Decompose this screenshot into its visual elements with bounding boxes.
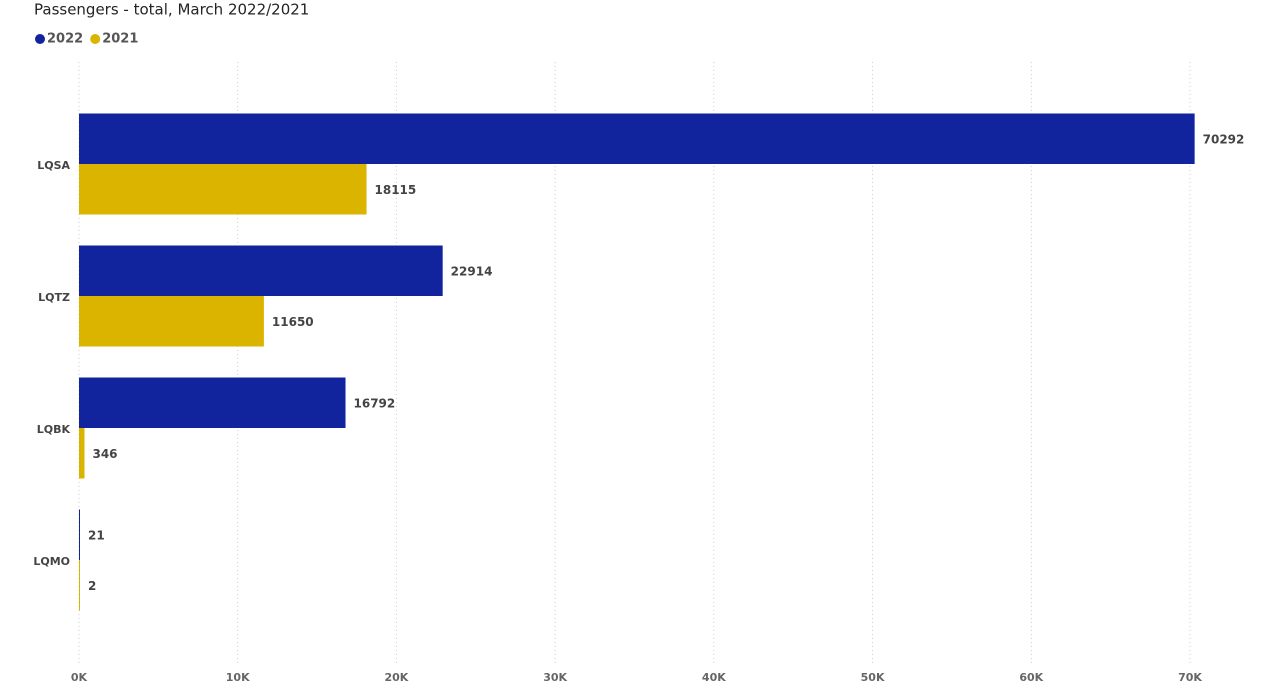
bar (79, 560, 80, 611)
x-tick-label: 30K (543, 671, 567, 684)
bar (79, 245, 443, 296)
bar (79, 509, 80, 560)
bar (79, 113, 1195, 164)
bar (79, 428, 85, 479)
data-label: 16792 (354, 396, 396, 410)
data-label: 22914 (451, 264, 493, 278)
x-tick-label: 60K (1019, 671, 1043, 684)
data-label: 21 (88, 528, 105, 542)
y-tick-label: LQTZ (38, 291, 70, 304)
legend-marker (90, 34, 101, 44)
bar (79, 164, 367, 215)
y-tick-label: LQMO (33, 555, 70, 568)
x-tick-label: 20K (385, 671, 409, 684)
data-label: 70292 (1203, 132, 1245, 146)
y-tick-label: LQSA (37, 159, 70, 172)
legend-label: 2021 (102, 32, 138, 47)
data-label: 346 (92, 447, 117, 461)
x-tick-label: 40K (702, 671, 726, 684)
x-tick-label: 0K (71, 671, 88, 684)
bar (79, 296, 264, 347)
data-label: 11650 (272, 315, 314, 329)
bar (79, 377, 346, 428)
data-label: 2 (88, 579, 96, 593)
data-label: 18115 (375, 183, 417, 197)
legend-marker (35, 34, 45, 44)
chart-title: Passengers - total, March 2022/2021 (34, 1, 309, 19)
x-tick-label: 10K (226, 671, 250, 684)
legend-label: 2022 (47, 32, 83, 47)
x-tick-label: 50K (861, 671, 885, 684)
x-tick-label: 70K (1178, 671, 1202, 684)
y-tick-label: LQBK (37, 423, 71, 436)
